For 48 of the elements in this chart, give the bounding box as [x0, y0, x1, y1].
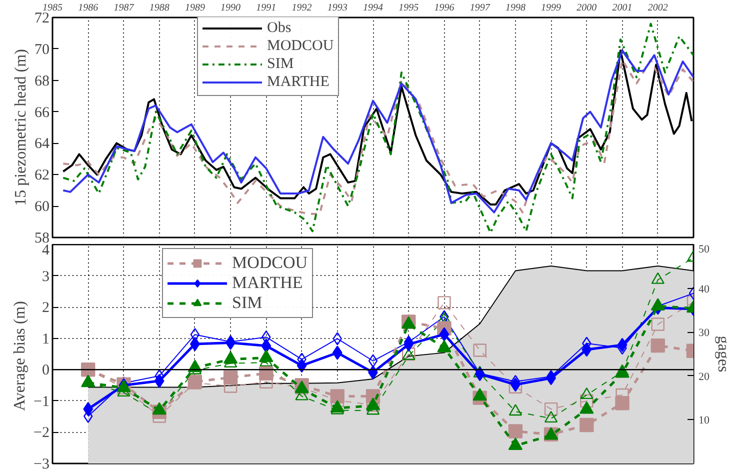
- x-tick-label: 1994: [363, 2, 383, 14]
- x-tick-label: 1993: [327, 2, 348, 14]
- x-tick-label: 1991: [256, 2, 276, 14]
- y-tick-label: 62: [34, 168, 50, 184]
- x-tick-label: 2000: [576, 2, 597, 14]
- y-tick-label: −2: [34, 425, 50, 442]
- y2-tick-label: 40: [698, 283, 710, 296]
- x-tick-label: 1995: [398, 2, 419, 14]
- legend-label: SIM: [267, 55, 294, 73]
- x-tick-label: 1996: [434, 2, 454, 14]
- legend-label: MODCOU: [232, 253, 308, 273]
- y-tick-label: 60: [34, 199, 50, 216]
- x-tick-label: 1986: [78, 2, 98, 14]
- x-tick-label: 1988: [149, 2, 170, 14]
- y-tick-label: −3: [34, 456, 50, 472]
- x-tick-label: 1990: [220, 2, 241, 14]
- y-axis-title: 15 piezometric head (m): [12, 49, 30, 206]
- y-tick-label: 3: [42, 268, 50, 285]
- y2-tick-label: 20: [698, 370, 710, 383]
- legend-label: SIM: [232, 293, 262, 313]
- x-tick-label: 1989: [184, 2, 205, 14]
- y-tick-label: 0: [42, 362, 50, 379]
- x-tick-label: 2002: [648, 2, 668, 14]
- legend-label: Obs: [267, 19, 292, 37]
- y-tick-label: −1: [34, 394, 50, 410]
- x-tick-label: 1998: [505, 2, 526, 14]
- y2-tick-label: 30: [698, 327, 710, 340]
- y2-tick-label: 50: [698, 244, 710, 256]
- legend-label: MARTHE: [232, 273, 303, 293]
- y-tick-label: 70: [34, 42, 50, 58]
- x-tick-label: 1999: [541, 2, 562, 14]
- x-tick-label: 1997: [470, 2, 491, 14]
- y-tick-label: 68: [34, 73, 50, 90]
- legend-label: MARTHE: [267, 73, 330, 91]
- y-tick-label: 1: [42, 331, 50, 348]
- x-tick-label: 1985: [42, 2, 62, 14]
- y-tick-label: 2: [42, 300, 50, 316]
- y-tick-label: 66: [34, 104, 50, 121]
- y-tick-label: 72: [34, 10, 50, 26]
- y-tick-label: 64: [34, 136, 50, 152]
- y2-axis-title: gages: [714, 336, 732, 372]
- legend-label: MODCOU: [267, 37, 334, 55]
- x-tick-label: 1992: [292, 2, 312, 14]
- x-tick-label: 1987: [114, 2, 135, 14]
- y2-tick-label: 10: [698, 414, 710, 427]
- x-tick-label: 2001: [612, 2, 632, 14]
- y-axis-title: Average bias (m): [12, 301, 29, 411]
- y-tick-label: 4: [42, 242, 50, 258]
